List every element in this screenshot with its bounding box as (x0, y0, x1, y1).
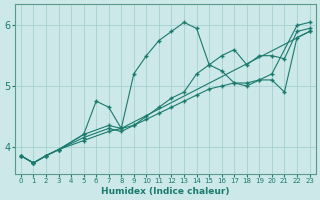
X-axis label: Humidex (Indice chaleur): Humidex (Indice chaleur) (101, 187, 229, 196)
